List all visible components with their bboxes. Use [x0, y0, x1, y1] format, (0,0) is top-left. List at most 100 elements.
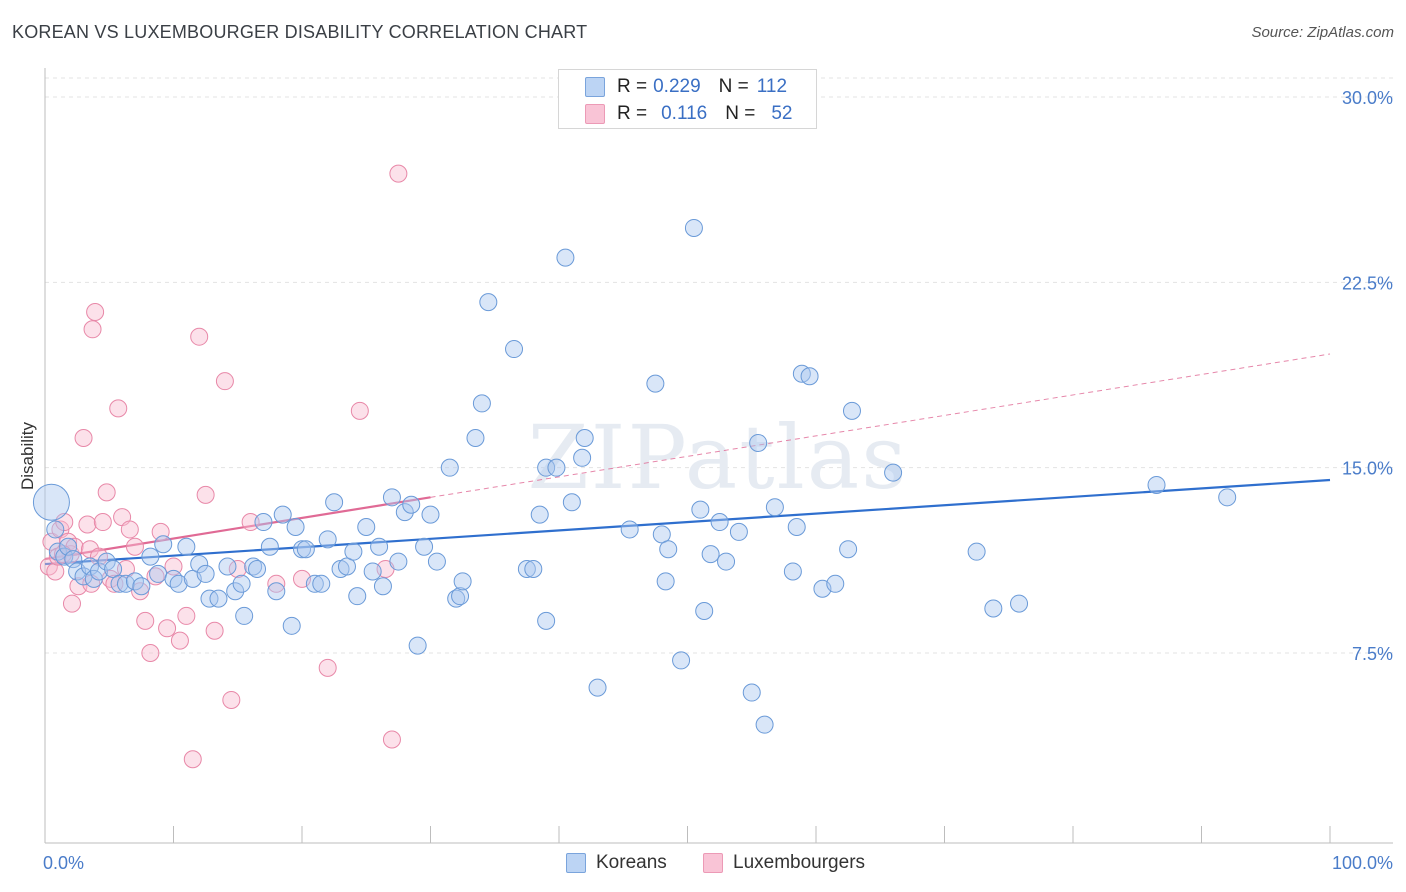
legend-n-value: 112 — [756, 76, 788, 97]
korean-swatch — [585, 77, 605, 97]
korean-point — [373, 577, 392, 596]
luxembourger-point — [222, 690, 241, 709]
legend-r-value: 0.229 — [653, 76, 701, 97]
korean-point — [729, 522, 748, 541]
korean-point — [1010, 594, 1029, 613]
y-tick-label: 7.5% — [1352, 644, 1393, 664]
korean-point — [395, 503, 414, 522]
korean-point — [710, 513, 729, 532]
korean-point — [286, 517, 305, 536]
y-tick-label: 30.0% — [1342, 88, 1393, 108]
legend-n-label: N = — [725, 103, 756, 124]
korean-point — [408, 636, 427, 655]
korean-point — [755, 715, 774, 734]
luxembourger-point — [183, 750, 202, 769]
korean-point — [248, 559, 267, 578]
korean-point — [337, 557, 356, 576]
luxembourger-point — [164, 557, 183, 576]
series-legend: Koreans Luxembourgers — [0, 852, 1406, 876]
korean-point — [517, 559, 536, 578]
luxembourger-point — [196, 485, 215, 504]
korean-point — [254, 513, 273, 532]
luxembourger-point — [190, 327, 209, 346]
y-tick-label: 15.0% — [1342, 459, 1393, 479]
korean-point — [588, 678, 607, 697]
luxembourger-points — [39, 164, 408, 769]
korean-point — [472, 394, 491, 413]
korean-point — [1147, 475, 1166, 494]
korean-points — [32, 218, 1237, 734]
korean-point — [293, 540, 311, 559]
korean-point — [826, 574, 845, 593]
legend-r-value: 0.116 — [661, 103, 708, 124]
legend-item-koreans[interactable]: Koreans — [566, 852, 667, 874]
x-tick-label: 100.0% — [1332, 853, 1393, 873]
trend-lines — [44, 353, 1331, 566]
legend-label: Luxembourgers — [733, 852, 866, 873]
luxembourger-point — [78, 515, 97, 534]
korean-point — [800, 367, 819, 386]
luxembourger-point — [136, 611, 155, 630]
legend-item-luxembourgers[interactable]: Luxembourgers — [703, 852, 865, 874]
korean-point — [717, 552, 736, 571]
korean-point — [967, 542, 986, 561]
luxembourger-point — [170, 631, 189, 650]
korean-point — [357, 517, 376, 536]
korean-point — [451, 587, 470, 606]
korean-point — [318, 530, 337, 549]
korean-point — [547, 458, 566, 477]
korean-point — [348, 587, 367, 606]
korean-point — [783, 562, 802, 581]
korean-point — [235, 606, 254, 625]
korean-point — [32, 483, 70, 521]
tick-labels: 7.5% 15.0% 22.5% 30.0% 0.0% 100.0% — [43, 88, 1393, 873]
korean-point — [312, 574, 331, 593]
korean-point — [402, 495, 421, 514]
korean-point — [325, 493, 344, 512]
korean-point — [556, 248, 575, 267]
korean-point — [701, 545, 720, 564]
legend-n-label: N = — [718, 76, 749, 97]
korean-point — [839, 540, 858, 559]
korean-point — [104, 559, 123, 578]
korean-point — [440, 458, 459, 477]
luxembourger-point — [228, 559, 247, 578]
luxembourger-point — [177, 606, 196, 625]
chart-title: KOREAN VS LUXEMBOURGER DISABILITY CORREL… — [12, 22, 588, 42]
korean-point — [305, 574, 324, 593]
korean-point — [273, 505, 292, 524]
korean-point — [656, 572, 675, 591]
luxembourger-point — [83, 320, 102, 339]
korean-point — [132, 577, 151, 596]
korean-point — [1218, 488, 1237, 507]
korean-point — [190, 555, 209, 574]
korean-point — [110, 574, 129, 593]
korean-point — [453, 572, 472, 591]
korean-point — [684, 218, 703, 237]
correlation-legend: R = 0.229 N = 112 R = 0.116 N = 52 — [558, 69, 817, 129]
luxembourger-point — [93, 513, 112, 532]
korean-point — [659, 540, 678, 559]
luxembourger-point — [109, 399, 128, 418]
korean-point — [466, 429, 485, 448]
legend-label: Koreans — [596, 852, 667, 873]
luxembourger-trend-line — [44, 496, 431, 561]
korean-point — [415, 537, 434, 556]
korean-trend-line — [44, 478, 1331, 566]
luxembourger-point — [318, 658, 337, 677]
korean-point — [209, 589, 228, 608]
source-label: Source: ZipAtlas.com — [1251, 24, 1394, 41]
korean-point — [177, 537, 196, 556]
korean-point — [984, 599, 1003, 618]
korean-point — [765, 498, 784, 517]
luxembourger-point — [116, 559, 135, 578]
korean-point — [149, 564, 168, 583]
korean-point — [749, 433, 768, 452]
korean-point — [573, 448, 592, 467]
luxembourger-point — [141, 644, 160, 662]
luxembourger-point — [350, 401, 369, 420]
korean-point — [218, 557, 237, 576]
y-tick-label: 22.5% — [1342, 273, 1393, 293]
korean-point — [530, 505, 549, 524]
